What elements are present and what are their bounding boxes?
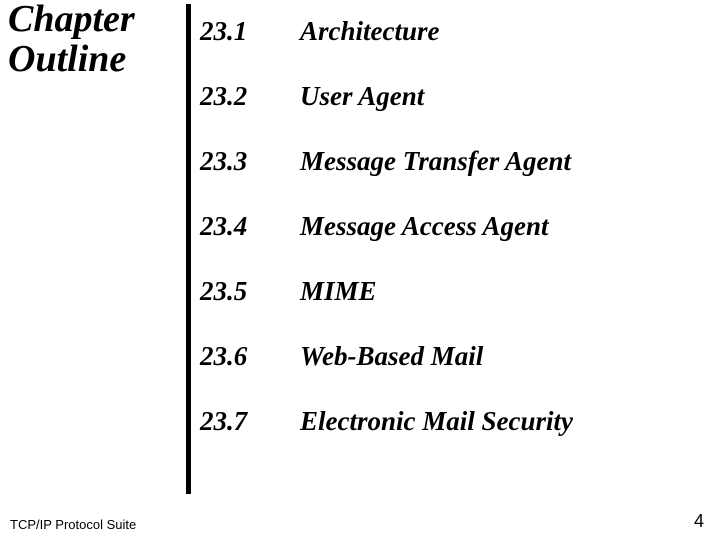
section-number: 23.6 xyxy=(200,341,300,372)
section-row: 23.6 Web-Based Mail xyxy=(200,341,573,372)
section-number: 23.1 xyxy=(200,16,300,47)
section-row: 23.1 Architecture xyxy=(200,16,573,47)
slide: { "heading": { "line1": "Chapter", "line… xyxy=(0,0,720,540)
section-row: 23.3 Message Transfer Agent xyxy=(200,146,573,177)
vertical-divider xyxy=(186,4,191,494)
section-row: 23.5 MIME xyxy=(200,276,573,307)
section-row: 23.2 User Agent xyxy=(200,81,573,112)
section-row: 23.7 Electronic Mail Security xyxy=(200,406,573,437)
heading-line2: Outline xyxy=(8,40,135,80)
section-title: Message Transfer Agent xyxy=(300,146,571,177)
section-number: 23.3 xyxy=(200,146,300,177)
section-title: User Agent xyxy=(300,81,424,112)
footer-text: TCP/IP Protocol Suite xyxy=(10,517,136,532)
section-title: MIME xyxy=(300,276,377,307)
page-number: 4 xyxy=(694,511,704,532)
section-title: Electronic Mail Security xyxy=(300,406,573,437)
section-title: Architecture xyxy=(300,16,440,47)
section-list: 23.1 Architecture 23.2 User Agent 23.3 M… xyxy=(200,16,573,471)
section-number: 23.7 xyxy=(200,406,300,437)
section-number: 23.4 xyxy=(200,211,300,242)
heading-line1: Chapter xyxy=(8,0,135,40)
section-number: 23.2 xyxy=(200,81,300,112)
chapter-outline-heading: Chapter Outline xyxy=(8,0,135,80)
section-row: 23.4 Message Access Agent xyxy=(200,211,573,242)
section-title: Web-Based Mail xyxy=(300,341,483,372)
section-number: 23.5 xyxy=(200,276,300,307)
section-title: Message Access Agent xyxy=(300,211,548,242)
